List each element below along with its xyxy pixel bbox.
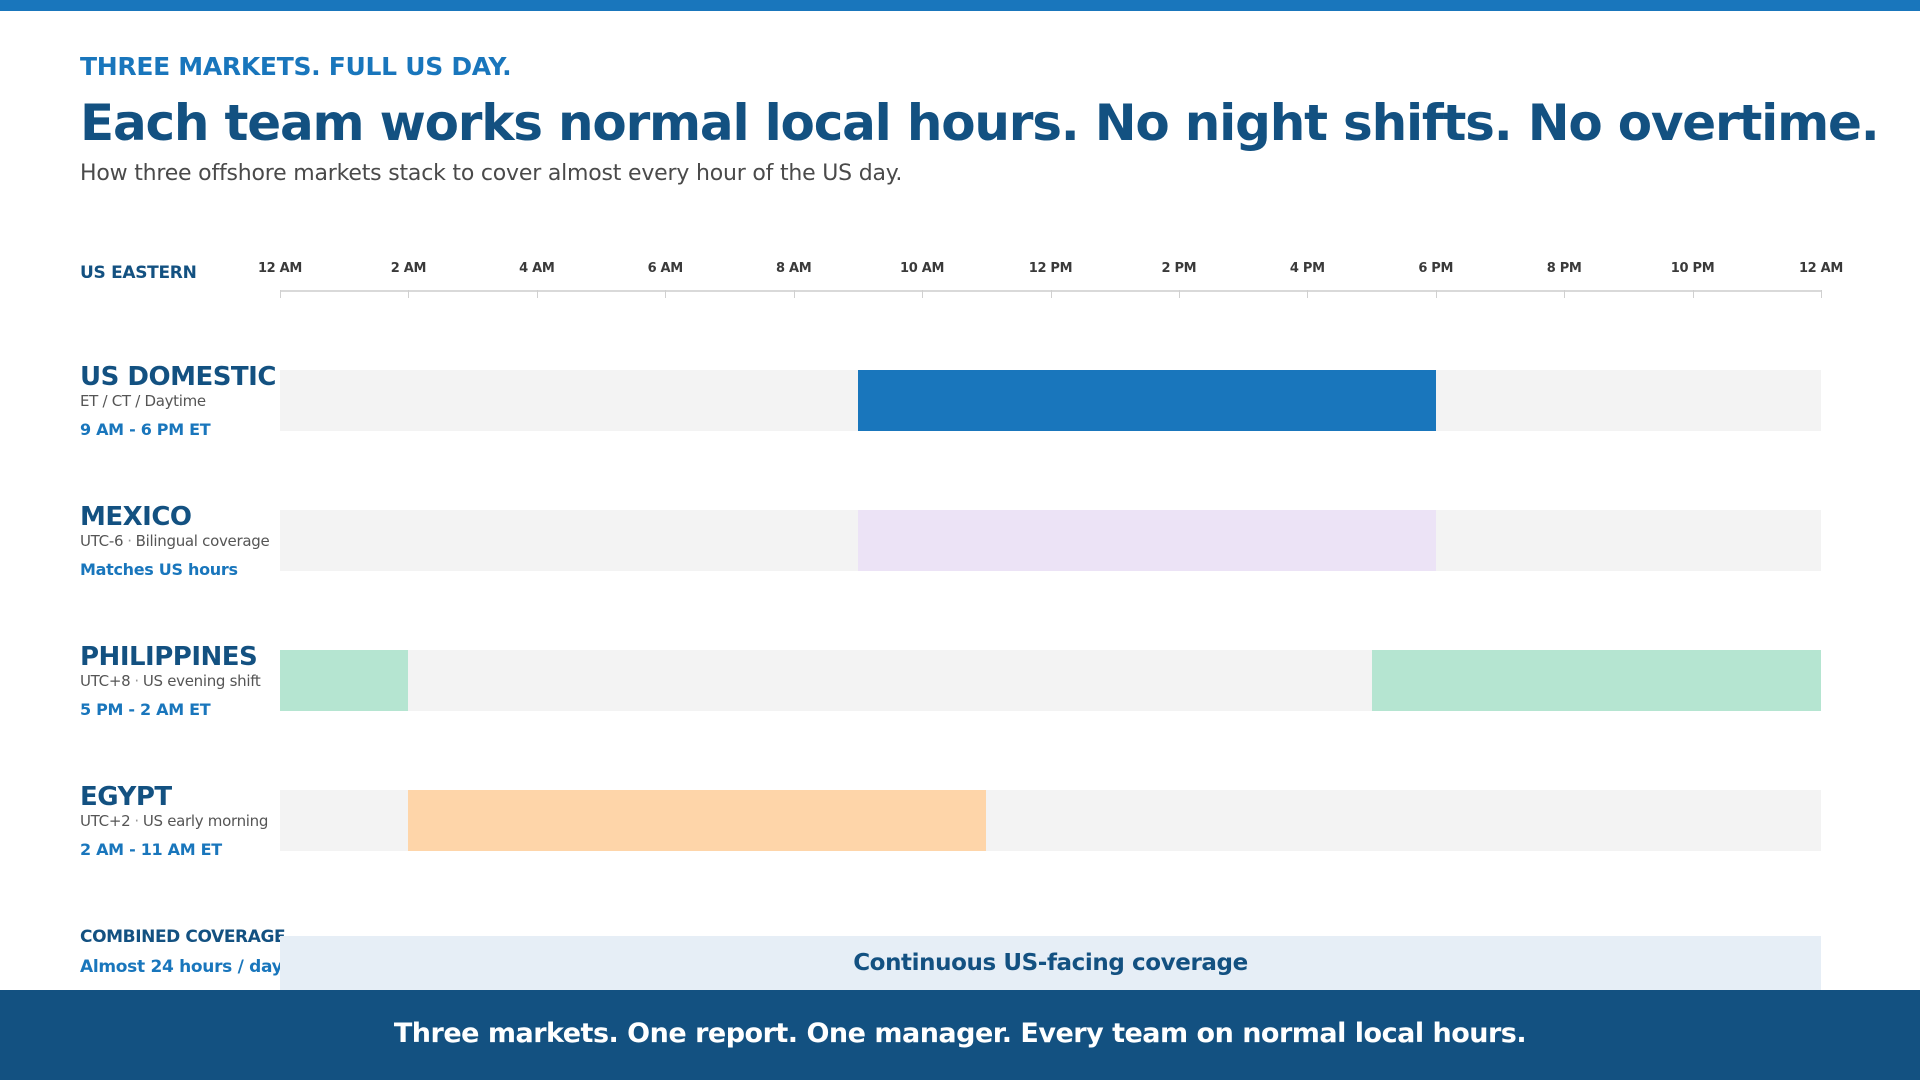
axis-tick-label: 12 AM: [257, 261, 303, 276]
timeline-track-philippines: [280, 650, 1821, 711]
axis-tick: [1178, 290, 1180, 298]
row-meta-philippines: UTC+8 · US evening shift: [80, 672, 261, 690]
row-hours-mexico: Matches US hours: [80, 560, 238, 579]
row-zone: UTC-6: [80, 532, 124, 550]
axis-tick: [665, 290, 667, 298]
axis-tick: [1821, 290, 1822, 298]
shift-bar: [857, 510, 1436, 571]
row-hours-philippines: 5 PM - 2 AM ET: [80, 700, 211, 719]
footer-tagline: Three markets. One report. One manager. …: [393, 1018, 1527, 1049]
page-title: Each team works normal local hours. No n…: [80, 94, 1880, 152]
axis-tick: [922, 290, 924, 298]
row-zone: UTC+2: [80, 812, 131, 830]
axis-tick-label: 12 AM: [1798, 261, 1844, 276]
axis-tick: [408, 290, 410, 298]
axis-tick-label: 6 PM: [1418, 261, 1454, 276]
top-accent-bar: [0, 0, 1920, 11]
shift-bar: [408, 790, 987, 851]
timeline-track-us-domestic: [280, 370, 1821, 431]
row-zone: UTC+8: [80, 672, 131, 690]
combined-coverage-band: Continuous US-facing coverage: [280, 936, 1821, 990]
axis-tick: [1564, 290, 1566, 298]
row-note: US evening shift: [142, 672, 261, 690]
axis-tick: [793, 290, 795, 298]
shift-bar: [1371, 650, 1821, 711]
axis-tick-label: 2 AM: [390, 261, 427, 276]
timeline-track-egypt: [280, 790, 1821, 851]
combined-coverage-title: COMBINED COVERAGE: [80, 927, 286, 947]
axis-tick: [1435, 290, 1437, 298]
shift-bar: [857, 370, 1436, 431]
axis-tick: [1050, 290, 1052, 298]
axis-tick-label: 10 PM: [1670, 261, 1715, 276]
row-meta-mexico: UTC-6 · Bilingual coverage: [80, 532, 270, 550]
shift-bar: [280, 650, 409, 711]
axis-tick-label: 4 AM: [519, 261, 555, 276]
row-name-us-domestic: US DOMESTIC: [80, 362, 276, 392]
row-name-philippines: PHILIPPINES: [80, 642, 258, 672]
footer-banner: Three markets. One report. One manager. …: [0, 990, 1920, 1080]
row-hours-egypt: 2 AM - 11 AM ET: [80, 840, 222, 859]
axis-tick-label: 8 AM: [775, 261, 812, 276]
row-note: Bilingual coverage: [135, 532, 270, 550]
combined-coverage-subtitle: Almost 24 hours / day: [80, 957, 283, 977]
row-name-egypt: EGYPT: [80, 782, 172, 812]
row-meta-egypt: UTC+2 · US early morning: [80, 812, 269, 830]
row-name-mexico: MEXICO: [80, 502, 192, 532]
page-subtitle: How three offshore markets stack to cove…: [80, 161, 903, 186]
axis-tick-label: 8 PM: [1546, 261, 1582, 276]
axis-title: US EASTERN: [80, 263, 197, 283]
eyebrow-heading: THREE MARKETS. FULL US DAY.: [80, 52, 512, 81]
row-zone: ET / CT / Daytime: [80, 392, 206, 410]
axis-tick-label: 2 PM: [1161, 261, 1197, 276]
axis-tick: [280, 290, 281, 298]
row-hours-us-domestic: 9 AM - 6 PM ET: [80, 420, 211, 439]
axis-tick: [536, 290, 538, 298]
axis-tick-label: 6 AM: [647, 261, 684, 276]
timeline-track-mexico: [280, 510, 1821, 571]
axis-tick-label: 10 AM: [900, 261, 945, 276]
combined-coverage-label: Continuous US-facing coverage: [853, 950, 1248, 976]
row-note: US early morning: [142, 812, 269, 830]
axis-tick-label: 12 PM: [1028, 261, 1073, 276]
axis-tick: [1692, 290, 1694, 298]
axis-tick: [1307, 290, 1309, 298]
axis-tick-label: 4 PM: [1289, 261, 1325, 276]
row-meta-us-domestic: ET / CT / Daytime: [80, 392, 285, 410]
